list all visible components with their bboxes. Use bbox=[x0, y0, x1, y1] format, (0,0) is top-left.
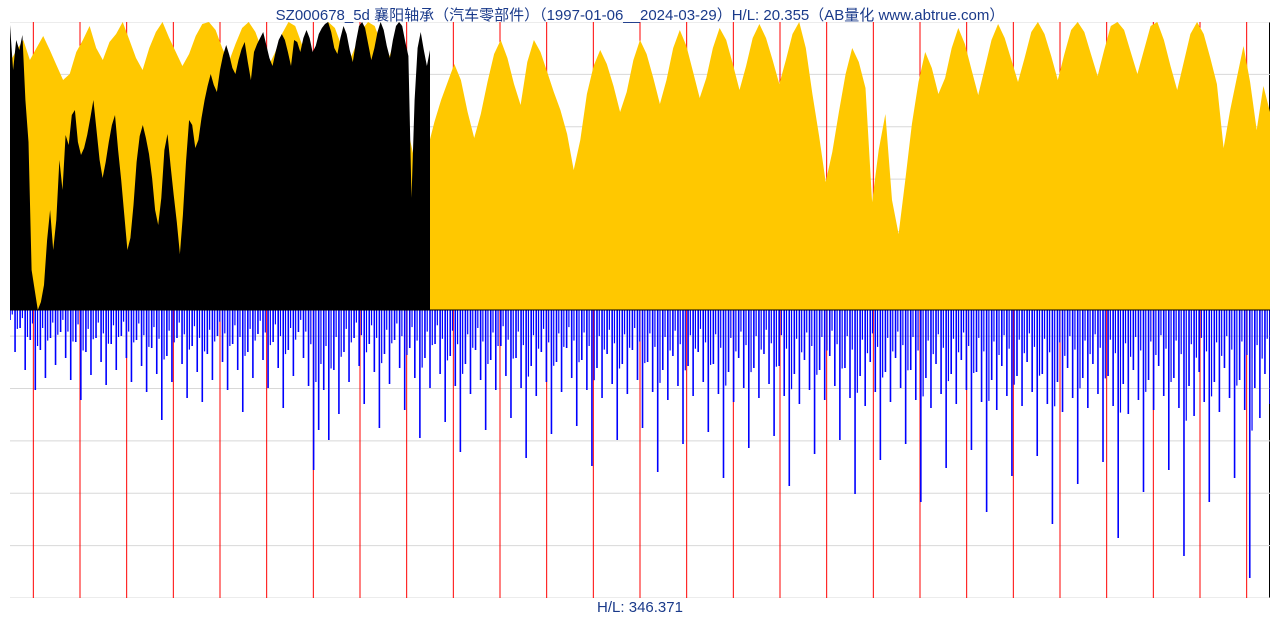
chart-svg bbox=[10, 22, 1270, 598]
chart-footer: H/L: 346.371 bbox=[0, 599, 1280, 616]
chart-title: SZ000678_5d 襄阳轴承（汽车零部件）（1997-01-06__2024… bbox=[0, 4, 1280, 25]
chart-area bbox=[10, 22, 1270, 598]
